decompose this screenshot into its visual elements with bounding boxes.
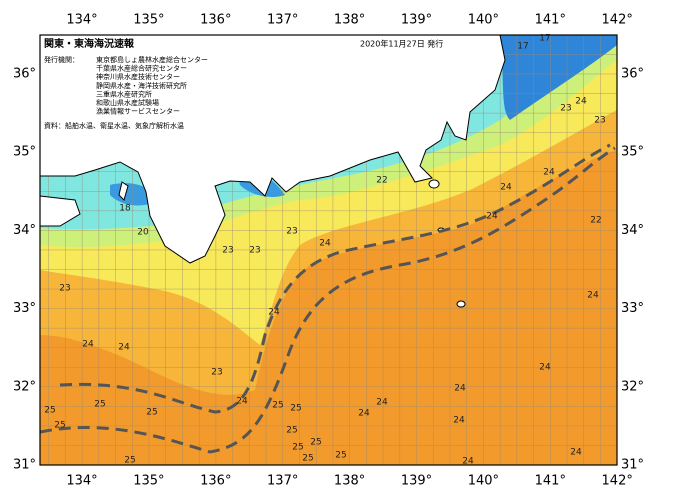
contour-label: 25 [335, 451, 346, 461]
contour-label: 23 [249, 246, 260, 256]
lon-label-bottom: 140° [468, 474, 499, 489]
contour-label: 24 [454, 384, 466, 394]
kuroshio-axis [59, 143, 611, 414]
contour-label: 24 [358, 409, 370, 419]
contour-label: 24 [543, 168, 555, 178]
lon-label-bottom: 141° [535, 474, 566, 489]
lon-label-top: 139° [401, 13, 432, 28]
lon-label-top: 140° [468, 13, 499, 28]
contour-label: 24 [587, 291, 599, 301]
lat-label-left: 32° [13, 379, 36, 394]
issuer: 神奈川県水産技術センター [96, 72, 180, 81]
lat-label-left: 33° [13, 301, 36, 316]
contour-label: 23 [594, 116, 605, 126]
lon-label-bottom: 134° [66, 474, 97, 489]
lat-label-right: 34° [621, 223, 644, 238]
contour-label: 25 [286, 426, 297, 436]
contour-label: 22 [590, 216, 601, 226]
contour-label: 24 [118, 343, 130, 353]
contour-label: 23 [286, 227, 297, 237]
contour-label: 24 [539, 363, 551, 373]
lon-label-bottom: 139° [401, 474, 432, 489]
lat-label-right: 32° [621, 379, 644, 394]
lon-label-top: 141° [535, 13, 566, 28]
issue-date: 2020年11月27日 発行 [360, 39, 443, 49]
title: 関東・東海海況速報 [44, 37, 135, 50]
lat-label-right: 33° [621, 301, 644, 316]
kuroshio-edge [39, 146, 616, 454]
lon-label-bottom: 136° [200, 474, 231, 489]
lon-label-bottom: 137° [267, 474, 298, 489]
contour-label: 17 [517, 42, 528, 52]
contour-label: 24 [268, 308, 280, 318]
contour-label: 25 [272, 401, 283, 411]
lat-label-left: 34° [13, 223, 36, 238]
lon-label-top: 138° [334, 13, 365, 28]
lat-label-left: 36° [13, 67, 36, 82]
contour-label: 25 [146, 408, 157, 418]
contour-label: 25 [124, 456, 135, 466]
source: 資料：船舶水温、衛星水温、気象庁解析水温 [44, 121, 184, 130]
issuer: 漁業情報サービスセンター [96, 107, 180, 116]
lon-label-top: 136° [200, 13, 231, 28]
contour-label: 23 [211, 368, 222, 378]
contour-label: 24 [570, 448, 582, 458]
contour-label: 23 [59, 284, 70, 294]
lon-label-bottom: 135° [133, 474, 164, 489]
contour-label: 24 [319, 239, 331, 249]
lat-label-right: 35° [621, 145, 644, 160]
labels: 134° 134° 135° 135° 136° 136° 137° 137° 138° 138°… [13, 13, 644, 489]
contour-label: 24 [236, 397, 248, 407]
contour-label: 20 [137, 228, 149, 238]
contour-label: 25 [292, 443, 303, 453]
contour-label: 25 [94, 400, 105, 410]
contour-label: 24 [82, 340, 94, 350]
lon-label-bottom: 138° [334, 474, 365, 489]
lon-label-top: 137° [267, 13, 298, 28]
contour-label: 17 [539, 34, 550, 44]
lon-label-top: 142° [602, 13, 633, 28]
contour-label: 22 [376, 176, 387, 186]
issuer-label: 発行機関： [44, 55, 79, 64]
lon-label-bottom: 142° [602, 474, 633, 489]
issuer: 三重県水産研究所 [96, 89, 152, 98]
lat-label-left: 31° [13, 458, 36, 473]
issuer: 和歌山県水産試験場 [96, 98, 159, 107]
contour-label: 24 [376, 398, 388, 408]
contour-label: 25 [310, 438, 321, 448]
contour-label: 25 [44, 406, 55, 416]
contour-label: 23 [222, 246, 233, 256]
lat-label-left: 35° [13, 145, 36, 160]
contour-label: 24 [453, 416, 465, 426]
contour-label: 24 [462, 457, 474, 467]
map-frame [39, 34, 618, 466]
contour-label: 25 [290, 404, 301, 414]
issuer: 静岡県水産・海洋技術研究所 [96, 81, 187, 90]
lon-label-top: 134° [66, 13, 97, 28]
contour-label: 18 [119, 204, 131, 214]
contour-label: 25 [54, 421, 65, 431]
contour-label: 23 [560, 104, 571, 114]
issuer: 東京都島しょ農林水産総合センター [96, 55, 208, 64]
issuer: 千葉県水産総合研究センター [96, 64, 187, 73]
info-box [41, 36, 231, 132]
contour-label: 25 [302, 454, 313, 464]
lat-label-right: 36° [621, 67, 644, 82]
lon-label-top: 135° [133, 13, 164, 28]
land-awaji [118, 181, 129, 201]
contour-label: 24 [486, 212, 498, 222]
contour-label: 24 [575, 97, 587, 107]
contour-label: 24 [500, 183, 512, 193]
lat-label-right: 31° [621, 458, 644, 473]
